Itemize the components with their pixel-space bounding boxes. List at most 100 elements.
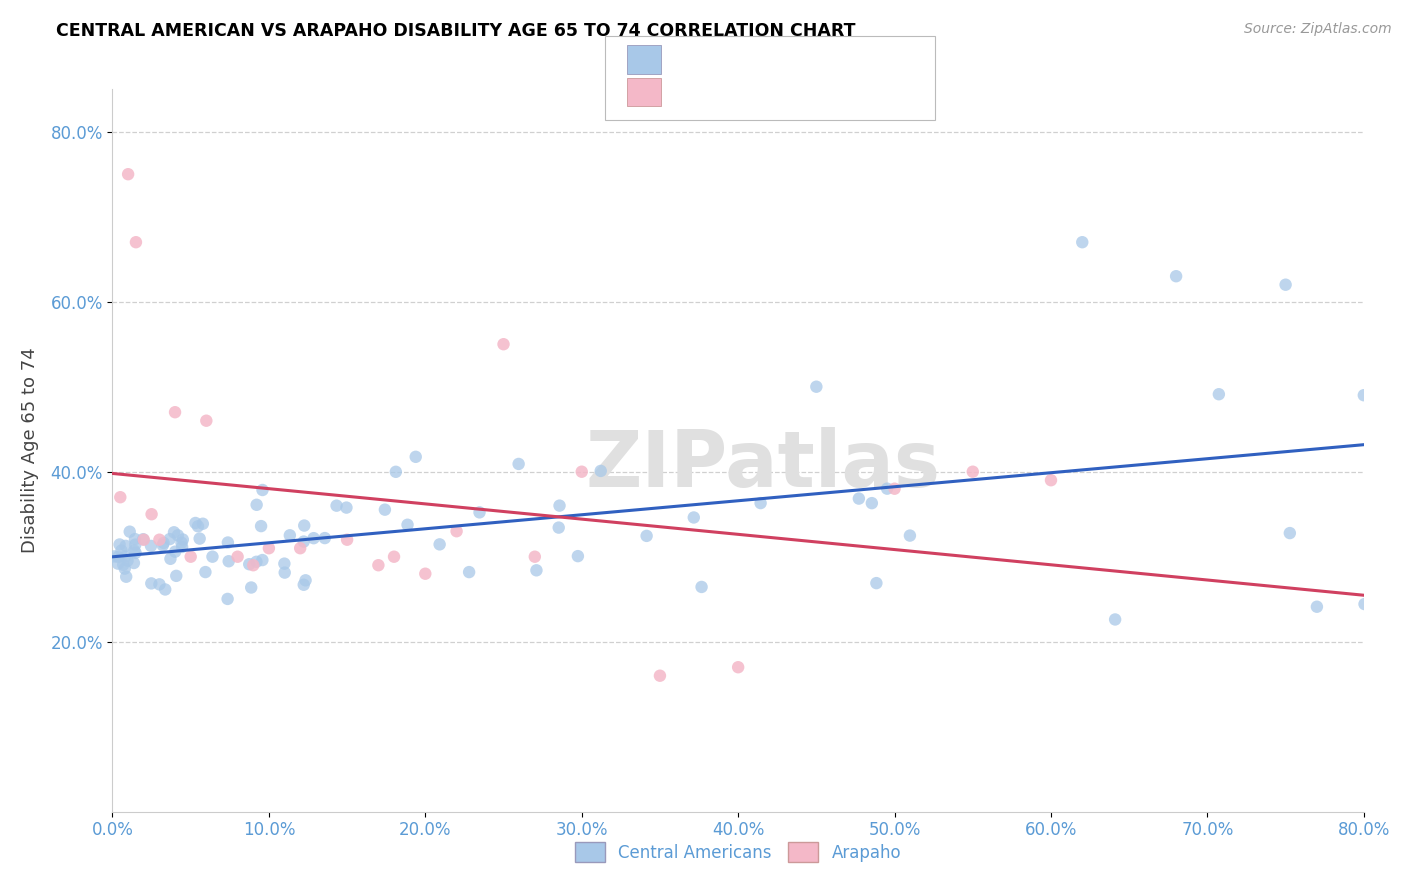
Point [335, 500, 357, 515]
Point [292, 578, 315, 592]
Point [367, 558, 389, 573]
Point [165, 569, 187, 583]
Point [217, 591, 239, 606]
Point [122, 543, 145, 558]
Point [201, 549, 224, 564]
Text: R =: R = [673, 83, 713, 101]
Point [508, 457, 530, 471]
Point [172, 540, 194, 554]
Point [242, 558, 264, 573]
Point [690, 580, 713, 594]
Point [132, 533, 155, 547]
Point [865, 576, 887, 591]
Point [141, 576, 163, 591]
Text: 0.307: 0.307 [716, 51, 772, 69]
Point [139, 539, 162, 553]
Text: 92: 92 [814, 51, 839, 69]
Point [124, 546, 146, 560]
Point [405, 450, 427, 464]
Point [567, 549, 589, 563]
Point [148, 577, 170, 591]
Text: Source: ZipAtlas.com: Source: ZipAtlas.com [1244, 22, 1392, 37]
Y-axis label: Disability Age 65 to 74: Disability Age 65 to 74 [21, 348, 39, 553]
Point [848, 491, 870, 506]
Point [523, 549, 546, 564]
Point [163, 525, 186, 540]
Point [292, 534, 315, 549]
Point [118, 524, 141, 539]
Point [163, 405, 186, 419]
Point [257, 541, 280, 556]
Point [172, 533, 194, 547]
Point [648, 669, 671, 683]
Point [125, 235, 148, 250]
Point [141, 507, 163, 521]
Text: N =: N = [776, 83, 815, 101]
Point [1353, 388, 1375, 402]
Point [188, 532, 211, 546]
Point [302, 531, 325, 545]
Point [1039, 473, 1063, 487]
Point [458, 565, 481, 579]
Text: ZIPatlas: ZIPatlas [586, 427, 941, 503]
Point [103, 549, 125, 564]
Point [184, 516, 207, 530]
Point [159, 551, 181, 566]
Point [250, 519, 273, 533]
Point [108, 537, 131, 551]
Point [240, 581, 263, 595]
Point [1353, 597, 1375, 611]
Point [1104, 612, 1126, 626]
Point [170, 535, 193, 549]
Point [1071, 235, 1094, 250]
Point [238, 558, 260, 572]
Point [571, 465, 593, 479]
Point [112, 558, 135, 572]
Text: 26: 26 [814, 83, 839, 101]
Point [155, 582, 177, 597]
Point [396, 517, 419, 532]
Point [245, 555, 267, 569]
Point [415, 566, 437, 581]
Point [278, 528, 301, 542]
Text: CENTRAL AMERICAN VS ARAPAHO DISABILITY AGE 65 TO 74 CORRELATION CHART: CENTRAL AMERICAN VS ARAPAHO DISABILITY A… [56, 22, 856, 40]
Point [468, 505, 491, 519]
Point [115, 570, 138, 584]
Point [152, 536, 174, 550]
Point [180, 549, 202, 564]
Point [110, 543, 132, 558]
Point [252, 553, 274, 567]
Point [292, 518, 315, 533]
Point [314, 531, 336, 545]
Point [962, 465, 984, 479]
Point [273, 566, 295, 580]
Point [526, 563, 548, 577]
Point [589, 464, 612, 478]
Point [727, 660, 749, 674]
Point [385, 465, 408, 479]
Point [1306, 599, 1329, 614]
Point [152, 538, 174, 552]
Point [226, 549, 249, 564]
Point [492, 337, 515, 351]
Point [117, 167, 139, 181]
Point [876, 482, 898, 496]
Point [218, 554, 240, 568]
Text: 0.130: 0.130 [716, 83, 772, 101]
Point [110, 490, 132, 504]
Point [548, 499, 571, 513]
Text: N =: N = [776, 51, 815, 69]
Point [1278, 526, 1301, 541]
Text: R =: R = [673, 51, 713, 69]
Point [294, 574, 316, 588]
Legend: Central Americans, Arapaho: Central Americans, Arapaho [568, 836, 908, 869]
Point [246, 498, 269, 512]
Point [636, 529, 658, 543]
Point [446, 524, 468, 539]
Point [187, 519, 209, 533]
Point [122, 556, 145, 570]
Point [1274, 277, 1296, 292]
Point [114, 539, 136, 553]
Point [114, 561, 136, 575]
Point [273, 557, 295, 571]
